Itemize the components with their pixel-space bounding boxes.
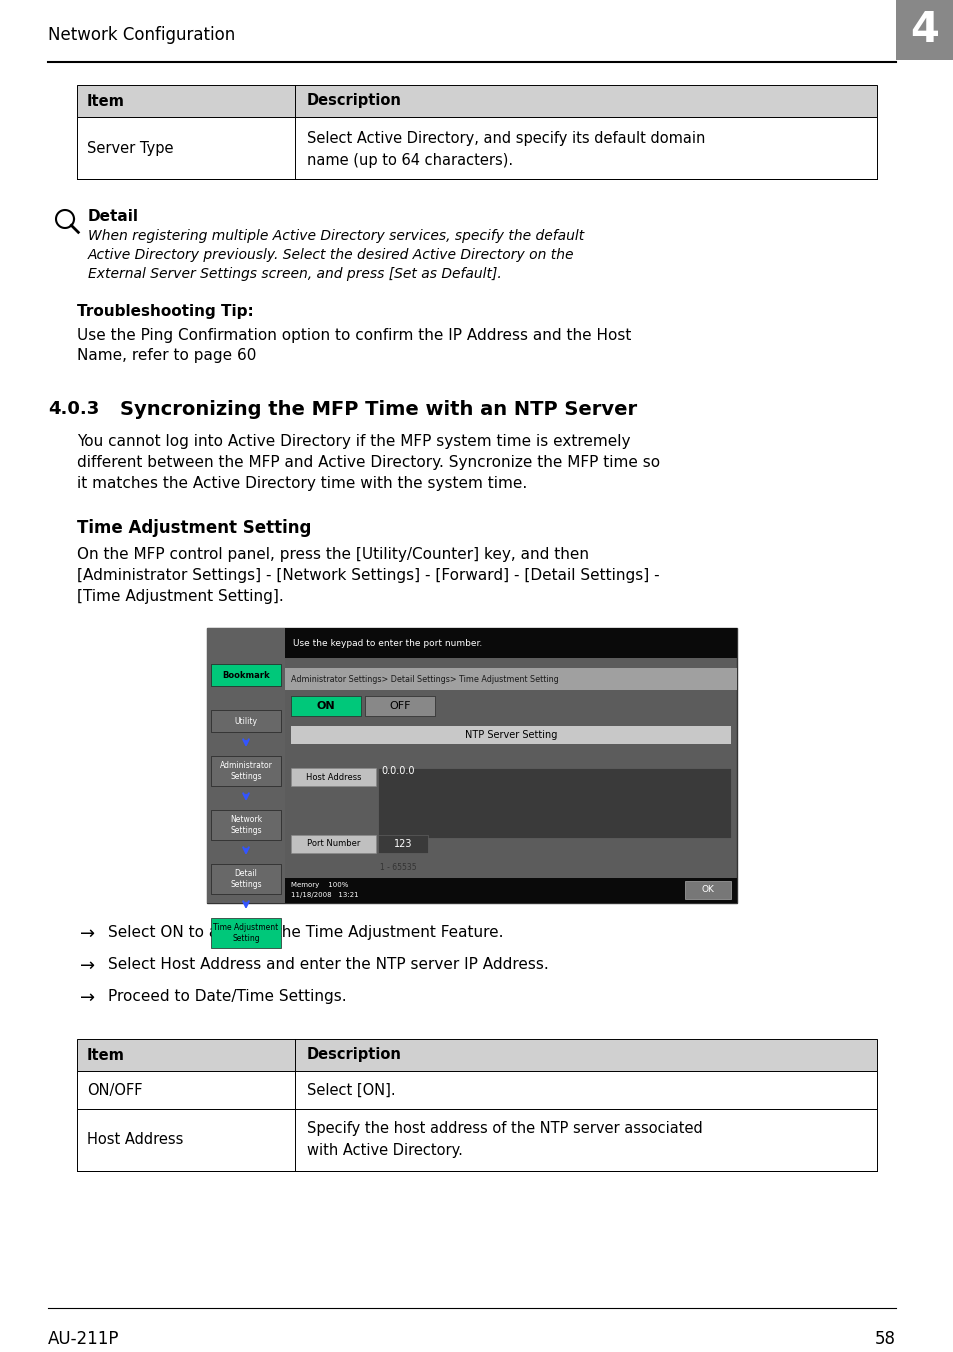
Text: NTP Server Setting: NTP Server Setting (464, 730, 557, 740)
Text: [Administrator Settings] - [Network Settings] - [Forward] - [Detail Settings] -: [Administrator Settings] - [Network Sett… (77, 568, 659, 583)
Text: OFF: OFF (389, 700, 411, 711)
Bar (291, 726, 730, 744)
Text: Active Directory previously. Select the desired Active Directory on the: Active Directory previously. Select the … (88, 247, 574, 262)
Text: Description: Description (307, 93, 401, 108)
Text: 1 - 65535: 1 - 65535 (379, 864, 416, 872)
Text: Server Type: Server Type (87, 141, 173, 155)
Bar (211, 756, 281, 786)
Bar (285, 627, 737, 658)
Text: Select ON to activate the Time Adjustment Feature.: Select ON to activate the Time Adjustmen… (108, 925, 503, 940)
Bar (365, 696, 435, 717)
Text: [Time Adjustment Setting].: [Time Adjustment Setting]. (77, 589, 283, 604)
Text: 11/18/2008   13:21: 11/18/2008 13:21 (291, 892, 358, 898)
Text: →: → (80, 957, 95, 975)
Bar (684, 882, 730, 899)
Text: 123: 123 (394, 840, 412, 849)
Text: 58: 58 (874, 1330, 895, 1348)
Bar (77, 118, 876, 178)
Text: Network Configuration: Network Configuration (48, 26, 235, 45)
Text: ON: ON (316, 700, 335, 711)
Text: name (up to 64 characters).: name (up to 64 characters). (307, 153, 513, 168)
Text: AU-211P: AU-211P (48, 1330, 119, 1348)
Text: Description: Description (307, 1048, 401, 1063)
Text: Proceed to Date/Time Settings.: Proceed to Date/Time Settings. (108, 990, 346, 1005)
Bar (77, 1038, 876, 1071)
Text: You cannot log into Active Directory if the MFP system time is extremely: You cannot log into Active Directory if … (77, 434, 630, 449)
Text: Utility: Utility (234, 717, 257, 726)
Text: Detail: Detail (88, 210, 139, 224)
Bar (207, 627, 737, 903)
Bar (377, 768, 730, 838)
Bar (211, 710, 281, 731)
Bar (211, 918, 281, 948)
Bar (285, 668, 737, 690)
Bar (77, 85, 876, 118)
Text: Use the Ping Confirmation option to confirm the IP Address and the Host: Use the Ping Confirmation option to conf… (77, 329, 631, 343)
Text: Administrator
Settings: Administrator Settings (219, 761, 273, 780)
Text: 0.0.0.0: 0.0.0.0 (380, 767, 414, 776)
Bar (895, 0, 953, 59)
Bar (291, 768, 375, 786)
Text: Bookmark: Bookmark (222, 671, 270, 680)
Bar (211, 664, 281, 685)
Text: Specify the host address of the NTP server associated: Specify the host address of the NTP serv… (307, 1121, 702, 1136)
Text: →: → (80, 925, 95, 942)
Bar (285, 877, 737, 903)
Text: Network
Settings: Network Settings (230, 815, 262, 834)
Text: Name, refer to page 60: Name, refer to page 60 (77, 347, 256, 362)
Text: Troubleshooting Tip:: Troubleshooting Tip: (77, 304, 253, 319)
Text: Use the keypad to enter the port number.: Use the keypad to enter the port number. (293, 638, 482, 648)
Text: with Active Directory.: with Active Directory. (307, 1142, 462, 1159)
Bar (211, 864, 281, 894)
Text: Time Adjustment
Setting: Time Adjustment Setting (213, 923, 278, 942)
Bar (291, 696, 360, 717)
Text: Select Active Directory, and specify its default domain: Select Active Directory, and specify its… (307, 131, 704, 146)
Bar (207, 627, 285, 903)
Text: On the MFP control panel, press the [Utility/Counter] key, and then: On the MFP control panel, press the [Uti… (77, 548, 588, 562)
Text: ON/OFF: ON/OFF (87, 1083, 142, 1098)
Bar (77, 1109, 876, 1171)
Text: When registering multiple Active Directory services, specify the default: When registering multiple Active Directo… (88, 228, 583, 243)
Text: Host Address: Host Address (87, 1133, 183, 1148)
Text: it matches the Active Directory time with the system time.: it matches the Active Directory time wit… (77, 476, 527, 491)
Text: 4: 4 (909, 9, 939, 51)
Text: 4.0.3: 4.0.3 (48, 400, 99, 418)
Text: Syncronizing the MFP Time with an NTP Server: Syncronizing the MFP Time with an NTP Se… (120, 400, 637, 419)
Bar (211, 810, 281, 840)
Text: different between the MFP and Active Directory. Syncronize the MFP time so: different between the MFP and Active Dir… (77, 456, 659, 470)
Text: OK: OK (700, 886, 714, 895)
Bar (291, 836, 375, 853)
Text: Host Address: Host Address (306, 772, 361, 781)
Text: Select [ON].: Select [ON]. (307, 1083, 395, 1098)
Bar (77, 1071, 876, 1109)
Bar (377, 836, 428, 853)
Text: Memory    100%: Memory 100% (291, 882, 348, 888)
Text: Select Host Address and enter the NTP server IP Address.: Select Host Address and enter the NTP se… (108, 957, 548, 972)
Text: Item: Item (87, 93, 125, 108)
Text: External Server Settings screen, and press [Set as Default].: External Server Settings screen, and pre… (88, 266, 501, 281)
Text: →: → (80, 990, 95, 1007)
Text: Detail
Settings: Detail Settings (230, 869, 261, 888)
Text: Item: Item (87, 1048, 125, 1063)
Text: Port Number: Port Number (307, 840, 360, 849)
Text: Time Adjustment Setting: Time Adjustment Setting (77, 519, 311, 537)
Text: Administrator Settings> Detail Settings> Time Adjustment Setting: Administrator Settings> Detail Settings>… (291, 675, 558, 684)
